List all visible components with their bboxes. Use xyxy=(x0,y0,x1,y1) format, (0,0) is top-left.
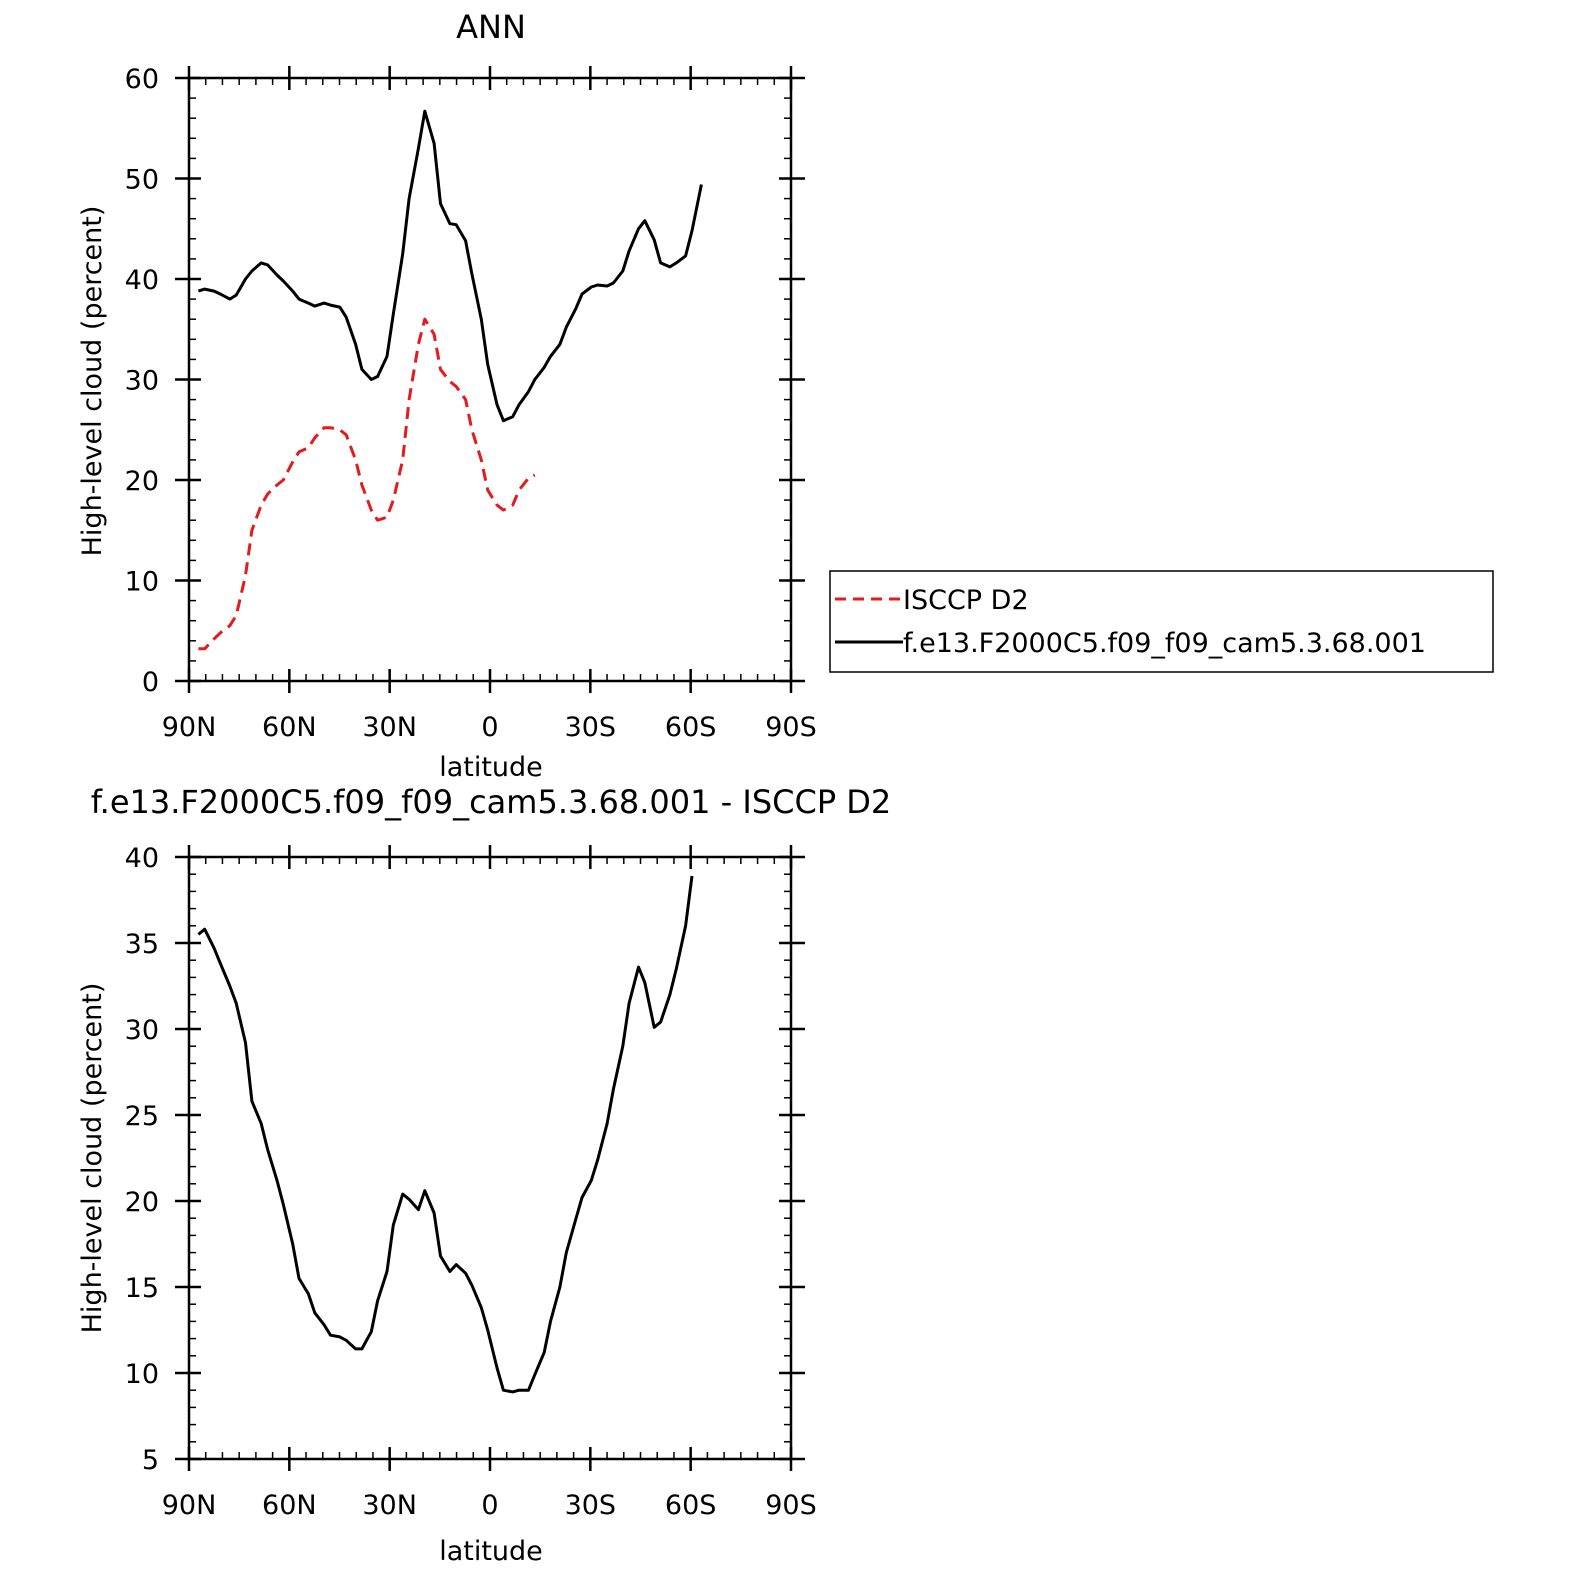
legend-box xyxy=(829,570,1494,673)
x-tick-label: 60N xyxy=(262,712,317,743)
plot-area: 90N 60N 30N 0 30S 60S 90S 5 10 15 20 25 30 35 40 xyxy=(125,843,817,1521)
legend-label-isccp: ISCCP D2 xyxy=(903,585,1029,616)
series-line-difference xyxy=(197,875,694,1394)
x-tick-label: 0 xyxy=(481,1490,498,1521)
x-tick-label: 90S xyxy=(765,712,817,743)
y-tick-label: 60 xyxy=(125,64,159,95)
x-tick-label: 90S xyxy=(765,1490,817,1521)
y-tick-label: 0 xyxy=(142,667,159,698)
x-tick-label: 60S xyxy=(665,712,717,743)
panel-annual: ANN latitude High-level cloud (percent) … xyxy=(77,8,1494,783)
y-tick-label: 30 xyxy=(125,1015,159,1046)
x-axis-label: latitude xyxy=(439,752,543,783)
y-tick-label: 25 xyxy=(125,1101,159,1132)
y-axis-label: High-level cloud (percent) xyxy=(77,983,108,1334)
series-line-model xyxy=(197,109,703,423)
x-tick-label: 90N xyxy=(162,712,217,743)
legend: ISCCP D2 f.e13.F2000C5.f09_f09_cam5.3.68… xyxy=(829,570,1494,673)
x-tick-label: 0 xyxy=(481,712,498,743)
panel-title: f.e13.F2000C5.f09_f09_cam5.3.68.001 - IS… xyxy=(91,783,892,821)
x-tick-label: 30S xyxy=(565,1490,617,1521)
x-tick-label: 90N xyxy=(162,1490,217,1521)
y-tick-label: 20 xyxy=(125,466,159,497)
y-tick-label: 50 xyxy=(125,165,159,196)
x-tick-label: 30S xyxy=(565,712,617,743)
y-tick-label: 20 xyxy=(125,1187,159,1218)
x-tick-label: 30N xyxy=(362,712,417,743)
y-tick-label: 5 xyxy=(142,1445,159,1476)
y-axis-label: High-level cloud (percent) xyxy=(77,206,108,557)
y-tick-label: 15 xyxy=(125,1273,159,1304)
panel-difference: f.e13.F2000C5.f09_f09_cam5.3.68.001 - IS… xyxy=(77,783,891,1567)
panel-title: ANN xyxy=(456,8,526,46)
x-tick-label: 60N xyxy=(262,1490,317,1521)
series-line-isccp xyxy=(198,317,536,651)
plot-frame xyxy=(187,855,793,1461)
y-tick-label: 40 xyxy=(125,265,159,296)
plot-area: 90N 60N 30N 0 30S 60S 90S 0 10 20 30 40 50 60 xyxy=(125,64,817,743)
y-tick-label: 10 xyxy=(125,567,159,598)
y-tick-label: 30 xyxy=(125,366,159,397)
y-tick-label: 40 xyxy=(125,843,159,874)
legend-label-model: f.e13.F2000C5.f09_f09_cam5.3.68.001 xyxy=(903,628,1426,659)
x-tick-label: 60S xyxy=(665,1490,717,1521)
y-tick-label: 10 xyxy=(125,1359,159,1390)
x-tick-label: 30N xyxy=(362,1490,417,1521)
x-axis-label: latitude xyxy=(439,1536,543,1567)
y-tick-label: 35 xyxy=(125,929,159,960)
